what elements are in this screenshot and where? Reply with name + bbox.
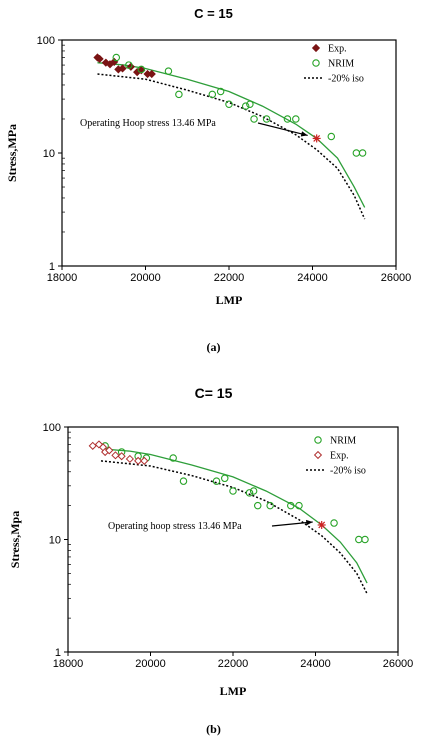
legend-label: -20% iso (330, 466, 366, 477)
exp-point (94, 440, 104, 449)
nrim-point (295, 501, 303, 510)
legend-swatch-marker (312, 59, 320, 67)
chart-a-svg: 1 10 100 18000 20000 22000 24000 26000 LMP Stress… (5, 35, 412, 307)
nrim-point (358, 149, 367, 157)
nrim-point (229, 487, 237, 495)
annotation-arrow-shaft (271, 521, 313, 527)
nrim-point (327, 132, 336, 141)
y-axis-title: Stress,Mpa (8, 511, 22, 568)
x-axis-title: LMP (220, 684, 247, 698)
nrim-point (361, 535, 369, 544)
y-tick-label: 1 (55, 647, 61, 659)
nrim-point (169, 454, 177, 462)
legend-swatch-marker (311, 43, 321, 53)
annotation-arrow-shaft (257, 122, 308, 137)
y-tick-label: 10 (49, 535, 61, 547)
operating-stress-annotation: Operating Hoop stress 13.46 MPa (80, 118, 216, 129)
x-tick-label: 22000 (214, 272, 245, 284)
exp-point (140, 456, 149, 465)
y-axis-title: Stress,MPa (5, 124, 19, 182)
star-stroke (318, 521, 326, 529)
x-tick-label: 24000 (297, 272, 328, 284)
legend-label: Exp. (330, 451, 349, 462)
nrim-point (112, 53, 121, 62)
exp-point (117, 452, 126, 461)
iso-20-curve (100, 460, 368, 595)
nrim-point (225, 100, 233, 109)
panel-label: (b) (206, 722, 221, 736)
nrim-point (262, 115, 271, 123)
exp-point (105, 446, 114, 455)
nrim-point (125, 61, 133, 69)
x-tick-label: 18000 (53, 658, 84, 670)
legend-label: Exp. (328, 44, 347, 55)
x-tick-label: 26000 (383, 658, 414, 670)
legend-swatch-marker (314, 436, 322, 444)
fit-curve (97, 62, 366, 208)
nrim-point (208, 90, 217, 99)
x-axis-title: LMP (216, 293, 243, 307)
nrim-point (216, 87, 225, 96)
y-tick-label: 10 (43, 148, 55, 160)
operating-point-marker (312, 134, 321, 143)
nrim-point (212, 477, 221, 485)
exp-point (101, 58, 110, 67)
nrim-point (292, 115, 300, 123)
nrim-point (330, 519, 338, 527)
nrim-point (254, 501, 262, 510)
operating-stress-annotation: Operating hoop stress 13.46 MPa (108, 521, 242, 532)
nrim-point (250, 115, 258, 123)
nrim-point (286, 501, 295, 510)
x-tick-label: 20000 (135, 658, 166, 670)
nrim-point (352, 149, 361, 157)
exp-point (125, 454, 134, 464)
annotation-arrow-head (300, 131, 308, 137)
operating-point-marker (317, 520, 326, 529)
nrim-point (241, 102, 250, 110)
panel-label: (a) (206, 340, 221, 354)
annotation-arrow-head (306, 519, 313, 526)
exp-point (147, 69, 156, 79)
nrim-point (249, 487, 258, 495)
chart-title: C= 15 (194, 385, 233, 401)
exp-point (111, 451, 120, 460)
y-tick-label: 100 (43, 422, 61, 434)
exp-point (118, 64, 127, 73)
nrim-point (164, 67, 173, 75)
x-tick-label: 18000 (47, 272, 78, 284)
chart-b-svg: 1 10 100 18000 20000 22000 24000 26000 LMP Stress… (8, 422, 414, 698)
y-tick-label: 1 (49, 261, 55, 273)
x-tick-label: 24000 (300, 658, 331, 670)
chart-title: C = 15 (194, 6, 233, 21)
x-tick-label: 22000 (218, 658, 249, 670)
exp-point (134, 456, 143, 465)
legend-label: -20% iso (328, 74, 364, 85)
exp-point (88, 441, 97, 450)
nrim-point (175, 90, 183, 99)
nrim-point (246, 100, 254, 109)
legend-label: NRIM (328, 59, 354, 70)
nrim-point (266, 501, 274, 510)
nrim-point (355, 535, 363, 544)
star-stroke (313, 134, 321, 142)
fit-curve (100, 448, 368, 584)
nrim-point (283, 115, 292, 123)
x-tick-label: 26000 (381, 272, 412, 284)
legend-label: NRIM (330, 436, 356, 447)
iso-20-curve (97, 73, 366, 220)
y-tick-label: 100 (37, 35, 55, 47)
chart-panel-b: C= 15 1 10 100 18000 20000 22000 24000 26000 LMP… (0, 370, 427, 740)
exp-point (95, 54, 104, 64)
chart-panel-a: C = 15 1 10 100 18000 20000 22000 24000 26000 LM… (5, 6, 412, 354)
nrim-point (137, 65, 146, 74)
nrim-point (179, 477, 188, 485)
nrim-point (221, 474, 229, 483)
legend-swatch-marker (313, 450, 323, 460)
exp-point (137, 66, 146, 75)
nrim-point (245, 489, 254, 497)
x-tick-label: 20000 (130, 272, 161, 284)
